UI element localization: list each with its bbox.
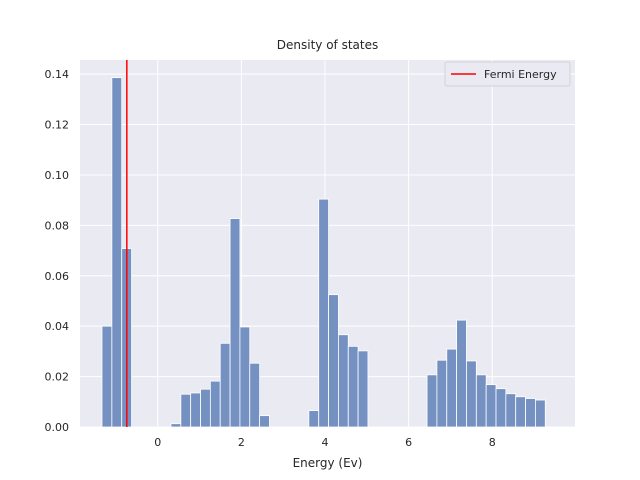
histogram-bar — [357, 350, 369, 428]
histogram-bar — [229, 218, 241, 428]
y-tick-label: 0.00 — [45, 421, 70, 434]
histogram-bar — [249, 362, 261, 428]
histogram-bar — [466, 360, 477, 428]
histogram-bar — [239, 326, 251, 428]
histogram-bar — [436, 359, 448, 428]
chart-title: Density of states — [277, 38, 378, 52]
histogram-bar — [318, 198, 329, 428]
histogram-bar — [347, 345, 359, 428]
x-tick-label: 6 — [405, 436, 412, 449]
histogram-bar — [485, 384, 497, 428]
x-tick-label: 2 — [238, 436, 245, 449]
legend-label-fermi-energy: Fermi Energy — [484, 68, 557, 81]
histogram-bar — [456, 319, 467, 428]
y-tick-label: 0.14 — [45, 68, 70, 81]
histogram-bar — [101, 325, 113, 428]
y-tick-label: 0.10 — [45, 169, 70, 182]
histogram-bars — [101, 77, 546, 428]
histogram-bar — [111, 77, 123, 428]
histogram-bar — [170, 423, 182, 428]
y-tick-label: 0.08 — [45, 219, 70, 232]
y-tick-label: 0.02 — [45, 371, 70, 384]
x-tick-label: 0 — [154, 436, 161, 449]
y-tick-label: 0.06 — [45, 270, 70, 283]
histogram-bar — [525, 398, 536, 428]
y-tick-label: 0.12 — [45, 119, 70, 132]
legend: Fermi Energy — [444, 61, 571, 87]
x-axis-label: Energy (Ev) — [293, 456, 363, 470]
histogram-bar — [190, 392, 201, 428]
histogram-bar — [495, 388, 507, 428]
x-tick-label: 8 — [489, 436, 496, 449]
histogram-bar — [259, 415, 270, 428]
histogram-bar — [200, 388, 211, 428]
histogram-bar — [505, 393, 517, 428]
histogram-bar — [426, 374, 438, 428]
histogram-bar — [338, 334, 349, 428]
y-tick-labels: 0.00 0.02 0.04 0.06 0.08 0.10 0.12 0.14 — [45, 68, 70, 434]
legend-box — [444, 61, 571, 87]
histogram-bar — [535, 399, 546, 428]
x-tick-label: 4 — [321, 436, 328, 449]
histogram-bar — [475, 374, 487, 428]
x-tick-labels: 0 2 4 6 8 — [154, 436, 495, 449]
histogram-bar — [515, 396, 526, 428]
histogram-bar — [446, 348, 458, 428]
histogram-bar — [219, 342, 231, 428]
histogram-bar — [328, 294, 339, 428]
histogram-bar — [308, 410, 320, 428]
histogram-bar — [180, 393, 192, 428]
histogram-bar — [209, 380, 221, 428]
y-tick-label: 0.04 — [45, 320, 70, 333]
